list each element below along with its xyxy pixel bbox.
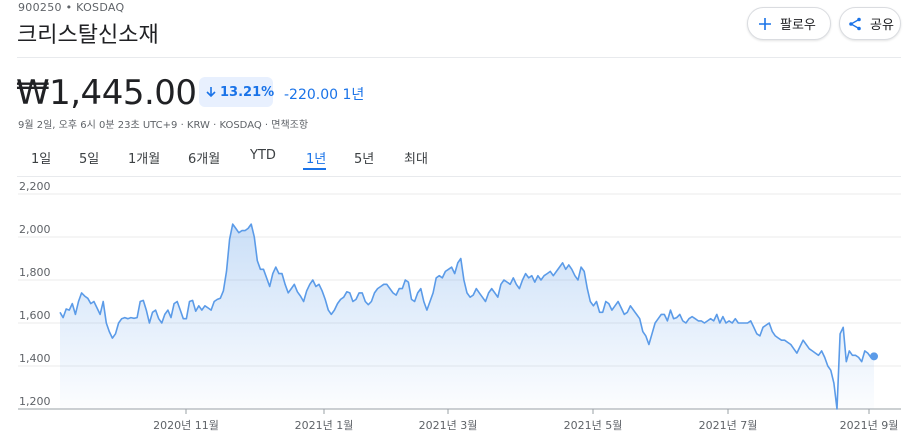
price-chart[interactable]: 2,200 2,000 1,800 1,600 1,400 1,200 2020년 11월… xyxy=(0,180,921,440)
y-tick-label: 2,200 xyxy=(19,180,51,193)
current-price: ₩1,445.00 xyxy=(16,73,197,113)
tabs-divider xyxy=(17,176,901,177)
tab-1m[interactable]: 1개월 xyxy=(128,152,161,167)
x-axis: 2020년 11월 2021년 1월 2021년 3월 2021년 5월 2021년 7… xyxy=(153,409,898,432)
tab-max[interactable]: 최대 xyxy=(404,152,428,167)
change-percent: 13.21% xyxy=(220,84,275,100)
header-divider xyxy=(17,57,901,58)
tab-1d[interactable]: 1일 xyxy=(31,152,52,167)
quote-meta: 9월 2일, 오후 6시 0분 23초 UTC+9 · KRW · KOSDAQ… xyxy=(18,120,309,131)
plus-icon xyxy=(758,17,772,31)
y-axis-labels: 2,200 2,000 1,800 1,600 1,400 1,200 xyxy=(19,180,51,408)
follow-button[interactable]: 팔로우 xyxy=(747,7,831,40)
price-line xyxy=(59,223,875,410)
company-name: 크리스탈신소재 xyxy=(17,23,159,48)
latest-price-dot xyxy=(870,352,878,361)
share-icon xyxy=(848,17,862,31)
x-tick-label: 2021년 3월 xyxy=(419,419,478,432)
follow-label: 팔로우 xyxy=(780,18,816,33)
y-tick-label: 2,000 xyxy=(19,223,51,236)
x-tick-label: 2021년 9월 xyxy=(840,419,899,432)
share-button[interactable]: 공유 xyxy=(839,7,901,40)
y-tick-label: 1,200 xyxy=(19,395,51,408)
x-tick-label: 2020년 11월 xyxy=(153,419,219,432)
x-tick-label: 2021년 5월 xyxy=(564,419,623,432)
y-tick-label: 1,600 xyxy=(19,309,51,322)
arrow-down-icon xyxy=(205,86,217,98)
tab-5d[interactable]: 5일 xyxy=(79,152,100,167)
share-label: 공유 xyxy=(870,18,894,33)
y-tick-label: 1,400 xyxy=(19,352,51,365)
active-tab-indicator xyxy=(303,168,326,170)
change-absolute: -220.00 1년 xyxy=(284,87,365,103)
x-tick-label: 2021년 1월 xyxy=(295,419,354,432)
tab-1y[interactable]: 1년 xyxy=(306,152,327,167)
tab-5y[interactable]: 5년 xyxy=(354,152,375,167)
change-percent-badge: 13.21% xyxy=(199,77,275,107)
ticker-symbol: 900250 • KOSDAQ xyxy=(18,1,125,14)
y-tick-label: 1,800 xyxy=(19,266,51,279)
tab-ytd[interactable]: YTD xyxy=(250,148,276,163)
tab-6m[interactable]: 6개월 xyxy=(188,152,221,167)
x-tick-label: 2021년 7월 xyxy=(699,419,758,432)
